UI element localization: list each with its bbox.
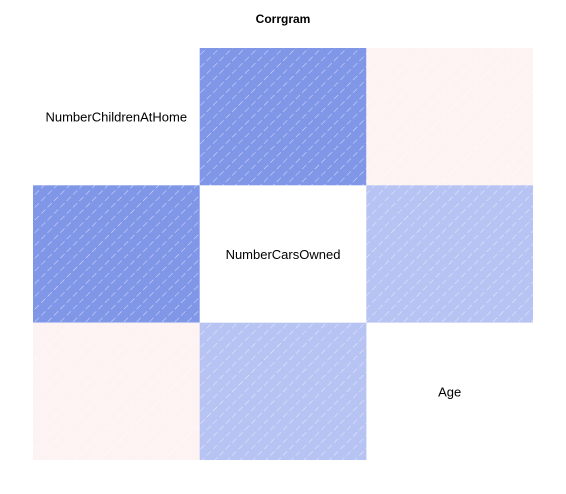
cell-hatch-age-numberchildrenathome	[33, 322, 200, 460]
cell-hatch-numbercarsowned-numberchildrenathome	[33, 185, 200, 323]
cell-hatch-age-numbercarsowned	[199, 322, 367, 460]
cell-hatch-numberchildrenathome-age	[366, 48, 533, 186]
cells-group	[33, 48, 533, 460]
cell-hatch-numberchildrenathome-numbercarsowned	[199, 48, 367, 186]
chart-title: Corrgram	[256, 12, 311, 26]
variable-label-age: Age	[438, 384, 461, 399]
cell-hatch-numbercarsowned-age	[366, 185, 533, 323]
variable-label-numberchildrenathome: NumberChildrenAtHome	[45, 110, 187, 125]
variable-label-numbercarsowned: NumberCarsOwned	[226, 247, 341, 262]
labels-group: NumberChildrenAtHome NumberCarsOwned Age	[45, 110, 461, 400]
